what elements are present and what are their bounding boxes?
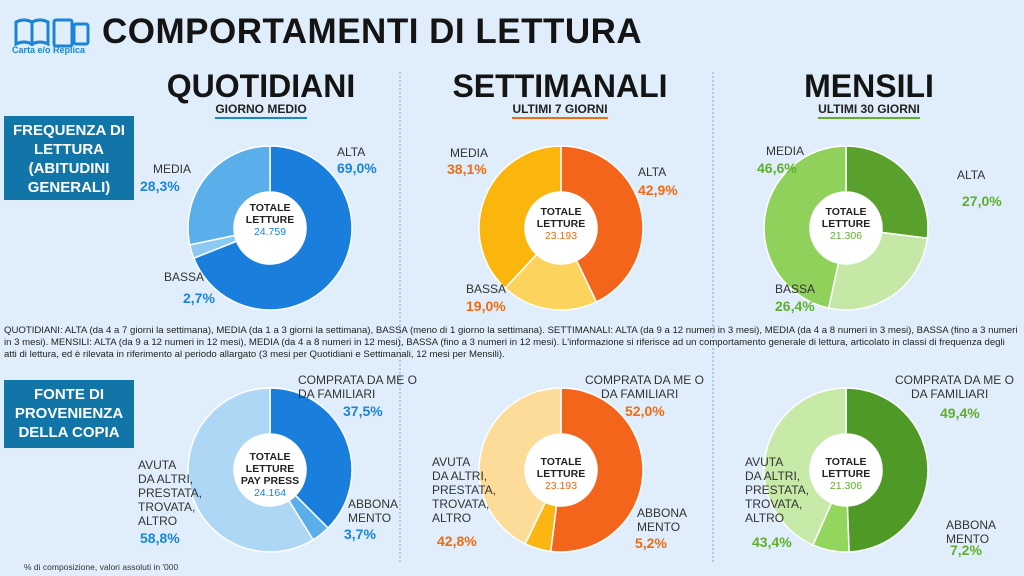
total-value: 21.306: [829, 480, 863, 492]
slice-value-comprata: 49,4%: [940, 405, 980, 421]
slice-label-alta: ALTA: [638, 165, 667, 179]
slice-label-avuta: AVUTA DA ALTRI, PRESTATA, TROVATA, ALTRO: [138, 458, 203, 528]
slice-value-comprata: 37,5%: [343, 403, 383, 419]
slice-value-abbonamento: 5,2%: [635, 535, 667, 551]
section-subtitle-mensili: ULTIMI 30 GIORNI: [719, 102, 1019, 119]
slice-value-comprata: 52,0%: [625, 403, 665, 419]
slice-label-abbonamento: ABBONA MENTO: [637, 506, 688, 534]
donut-hole: [525, 192, 597, 264]
donut-settimanali-frequenza: [478, 145, 644, 311]
donut-quotidiani-fonte: [187, 387, 353, 553]
slice-label-abbonamento: ABBONA MENTO: [946, 518, 997, 546]
slice-label-bassa: BASSA: [775, 282, 816, 296]
donut-hole: [525, 434, 597, 506]
section-subtitle-settimanali: ULTIMI 7 GIORNI: [410, 102, 710, 119]
donut-center-label: TOTALE LETTURE 23.193: [521, 456, 601, 492]
row-label-frequenza: FREQUENZA DI LETTURA (ABITUDINI GENERALI…: [4, 116, 134, 200]
column-divider: [399, 72, 401, 562]
methodology-note: QUOTIDIANI: ALTA (da 4 a 7 giorni la set…: [4, 325, 1018, 360]
donut-slice-media: [763, 145, 847, 310]
slice-label-media: MEDIA: [766, 144, 805, 158]
slice-label-media: MEDIA: [153, 162, 192, 176]
donut-quotidiani-frequenza: [187, 145, 353, 311]
donut-center-label: TOTALE LETTURE 24.759: [230, 202, 310, 238]
donut-hole: [810, 192, 882, 264]
donut-mensili-fonte: [763, 387, 929, 553]
slice-value-bassa: 2,7%: [183, 290, 215, 306]
slice-value-bassa: 19,0%: [466, 298, 506, 314]
slice-value-alta: 42,9%: [638, 182, 678, 198]
slice-label-bassa: BASSA: [164, 270, 205, 284]
slice-value-alta: 27,0%: [962, 193, 1002, 209]
slice-value-bassa: 26,4%: [775, 298, 815, 314]
slice-label-bassa: BASSA: [466, 282, 507, 296]
slice-label-comprata: COMPRATA DA ME O DA FAMILIARI: [298, 373, 417, 401]
total-value: 23.193: [544, 230, 578, 242]
slice-label-avuta: AVUTA DA ALTRI, PRESTATA, TROVATA, ALTRO: [432, 455, 497, 525]
slice-value-abbonamento: 3,7%: [344, 526, 376, 542]
section-title-mensili: MENSILI: [804, 68, 934, 104]
section-title-quotidiani: QUOTIDIANI: [166, 68, 356, 104]
donut-mensili-frequenza: [763, 145, 929, 311]
donut-hole: [234, 434, 306, 506]
total-value: 21.306: [829, 230, 863, 242]
donut-hole: [810, 434, 882, 506]
donut-center-label: TOTALE LETTURE 23.193: [521, 206, 601, 242]
slice-label-alta: ALTA: [957, 168, 986, 182]
section-subtitle-quotidiani: GIORNO MEDIO: [111, 102, 411, 119]
donut-center-label: TOTALE LETTURE PAY PRESS 24.164: [230, 451, 310, 499]
total-value: 23.193: [544, 480, 578, 492]
slice-value-media: 46,6%: [757, 160, 797, 176]
total-value: 24.164: [253, 487, 287, 499]
slice-value-avuta: 58,8%: [140, 530, 180, 546]
donut-settimanali-fonte: [478, 387, 644, 553]
logo-text: Carta e/o Replica: [12, 45, 86, 55]
slice-value-alta: 69,0%: [337, 160, 377, 176]
total-value: 24.759: [253, 226, 287, 238]
logo-icon: [14, 18, 90, 48]
slice-label-avuta: AVUTA DA ALTRI, PRESTATA, TROVATA, ALTRO: [745, 455, 810, 525]
slice-label-comprata: COMPRATA DA ME O DA FAMILIARI: [585, 373, 704, 401]
donut-center-label: TOTALE LETTURE 21.306: [806, 456, 886, 492]
column-divider: [712, 72, 714, 562]
section-title-settimanali: SETTIMANALI: [452, 68, 668, 104]
row-label-fonte: FONTE DI PROVENIENZA DELLA COPIA: [4, 380, 134, 448]
slice-value-avuta: 43,4%: [752, 534, 792, 550]
slice-value-media: 28,3%: [140, 178, 180, 194]
slice-value-media: 38,1%: [447, 161, 487, 177]
slice-label-comprata: COMPRATA DA ME O DA FAMILIARI: [895, 373, 1014, 401]
slice-value-avuta: 42,8%: [437, 533, 477, 549]
page-title: COMPORTAMENTI DI LETTURA: [102, 12, 643, 51]
donut-center-label: TOTALE LETTURE 21.306: [806, 206, 886, 242]
slice-label-alta: ALTA: [337, 145, 366, 159]
footnote: % di composizione, valori assoluti in '0…: [24, 562, 179, 572]
donut-slice-comprata: [549, 387, 644, 553]
donut-hole: [234, 192, 306, 264]
slice-label-abbonamento: ABBONA MENTO: [348, 497, 399, 525]
slice-value-abbonamento: 7,2%: [950, 542, 982, 558]
slice-label-media: MEDIA: [450, 146, 489, 160]
